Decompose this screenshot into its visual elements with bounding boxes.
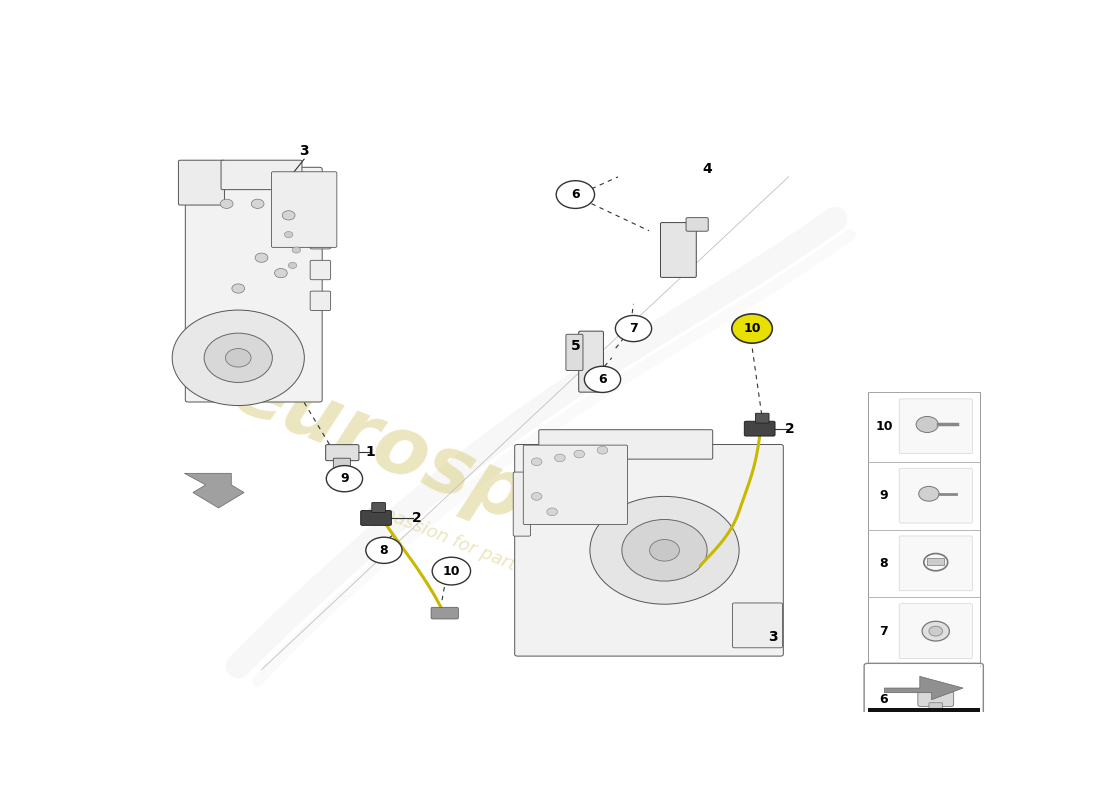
FancyBboxPatch shape — [310, 291, 331, 310]
Circle shape — [288, 262, 297, 269]
Polygon shape — [185, 474, 244, 508]
FancyBboxPatch shape — [326, 445, 359, 461]
Circle shape — [275, 269, 287, 278]
FancyBboxPatch shape — [868, 393, 980, 739]
FancyBboxPatch shape — [927, 558, 944, 566]
Circle shape — [547, 508, 558, 516]
Circle shape — [615, 315, 651, 342]
Circle shape — [928, 626, 943, 636]
FancyBboxPatch shape — [361, 510, 392, 526]
Circle shape — [366, 538, 403, 563]
Text: 3: 3 — [768, 630, 778, 644]
FancyBboxPatch shape — [372, 502, 385, 513]
Circle shape — [584, 366, 620, 393]
Text: 7: 7 — [629, 322, 638, 335]
FancyBboxPatch shape — [515, 445, 783, 656]
Text: 3: 3 — [299, 145, 309, 158]
FancyBboxPatch shape — [745, 422, 776, 436]
Circle shape — [650, 539, 680, 561]
Text: 5: 5 — [571, 339, 581, 354]
FancyBboxPatch shape — [185, 167, 322, 402]
FancyBboxPatch shape — [431, 607, 459, 619]
FancyBboxPatch shape — [579, 331, 604, 392]
Text: 6: 6 — [598, 373, 607, 386]
FancyBboxPatch shape — [514, 472, 530, 536]
Text: 4: 4 — [702, 162, 712, 176]
Circle shape — [918, 486, 939, 501]
FancyBboxPatch shape — [310, 230, 331, 249]
Circle shape — [232, 284, 244, 293]
Text: 9: 9 — [880, 489, 888, 502]
FancyBboxPatch shape — [565, 334, 583, 370]
Text: 8: 8 — [880, 557, 888, 570]
Text: 7: 7 — [880, 625, 888, 638]
Text: a passion for parts since 1995: a passion for parts since 1995 — [364, 498, 624, 618]
FancyBboxPatch shape — [310, 198, 331, 218]
Circle shape — [293, 247, 300, 253]
FancyBboxPatch shape — [524, 445, 627, 525]
Text: 8: 8 — [379, 544, 388, 557]
FancyBboxPatch shape — [917, 692, 954, 706]
FancyBboxPatch shape — [310, 260, 331, 280]
Circle shape — [432, 558, 471, 585]
Circle shape — [621, 519, 707, 581]
FancyBboxPatch shape — [865, 663, 983, 736]
Circle shape — [557, 181, 595, 209]
FancyBboxPatch shape — [899, 468, 972, 523]
FancyBboxPatch shape — [539, 430, 713, 459]
Circle shape — [327, 466, 363, 492]
Circle shape — [220, 199, 233, 209]
FancyBboxPatch shape — [899, 536, 972, 591]
FancyBboxPatch shape — [660, 222, 696, 278]
Text: 6: 6 — [571, 188, 580, 201]
Text: 6: 6 — [880, 693, 888, 706]
FancyBboxPatch shape — [928, 702, 943, 713]
FancyBboxPatch shape — [868, 708, 980, 734]
Text: 2: 2 — [411, 511, 421, 525]
Text: 10: 10 — [744, 322, 761, 335]
Text: 10: 10 — [442, 565, 460, 578]
Circle shape — [173, 310, 305, 406]
Circle shape — [922, 622, 949, 641]
FancyBboxPatch shape — [333, 458, 351, 470]
FancyBboxPatch shape — [899, 399, 972, 454]
FancyBboxPatch shape — [756, 414, 769, 423]
Circle shape — [285, 231, 293, 238]
Circle shape — [251, 199, 264, 209]
Text: 10: 10 — [876, 420, 892, 433]
Circle shape — [226, 349, 251, 367]
Text: 9: 9 — [340, 472, 349, 485]
Circle shape — [732, 314, 772, 343]
Circle shape — [283, 210, 295, 220]
FancyBboxPatch shape — [733, 603, 782, 648]
FancyBboxPatch shape — [899, 672, 972, 727]
Text: 927 01: 927 01 — [895, 713, 954, 728]
Text: eurospares: eurospares — [220, 350, 722, 613]
Circle shape — [590, 496, 739, 604]
FancyBboxPatch shape — [868, 666, 980, 708]
FancyBboxPatch shape — [178, 160, 224, 205]
Circle shape — [205, 333, 273, 382]
FancyBboxPatch shape — [221, 160, 302, 190]
Text: 2: 2 — [785, 422, 795, 436]
Circle shape — [597, 446, 608, 454]
Circle shape — [531, 493, 542, 500]
Circle shape — [916, 417, 938, 433]
Circle shape — [531, 458, 542, 466]
Circle shape — [255, 253, 268, 262]
Text: 1: 1 — [365, 445, 375, 458]
FancyBboxPatch shape — [899, 604, 972, 658]
Circle shape — [554, 454, 565, 462]
FancyBboxPatch shape — [686, 218, 708, 231]
FancyBboxPatch shape — [272, 172, 337, 247]
Polygon shape — [884, 676, 964, 700]
Circle shape — [574, 450, 584, 458]
